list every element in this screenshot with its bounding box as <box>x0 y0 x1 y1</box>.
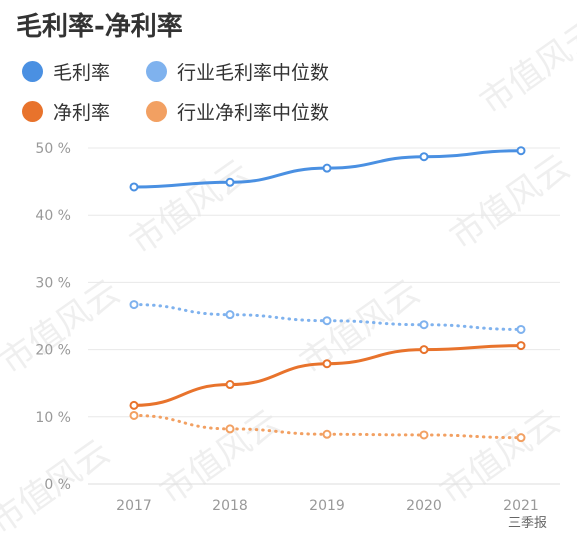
legend-dot-industry-net-margin <box>146 101 167 122</box>
data-point <box>419 320 429 330</box>
legend-item-net-margin[interactable]: 净利率 <box>22 98 110 125</box>
y-tick-label: 50 % <box>35 141 71 157</box>
data-point <box>129 182 139 192</box>
data-point <box>129 400 139 410</box>
legend-item-industry-gross-margin[interactable]: 行业毛利率中位数 <box>146 58 329 85</box>
data-point <box>322 163 332 173</box>
legend-item-industry-net-margin[interactable]: 行业净利率中位数 <box>146 98 329 125</box>
data-point <box>419 345 429 355</box>
data-point <box>419 152 429 162</box>
y-tick-label: 20 % <box>35 343 71 359</box>
data-point <box>516 146 526 156</box>
x-tick-label: 2019 <box>309 498 345 514</box>
data-point <box>129 300 139 310</box>
legend-dot-industry-gross-margin <box>146 61 167 82</box>
y-tick-label: 0 % <box>44 477 71 493</box>
data-point <box>516 433 526 443</box>
x-tick-label: 2021 <box>503 498 539 514</box>
chart-title: 毛利率-净利率 <box>16 12 183 42</box>
data-point <box>225 380 235 390</box>
data-point <box>225 177 235 187</box>
data-point <box>516 324 526 334</box>
x-tick-label: 2020 <box>406 498 442 514</box>
x-tick-label: 2017 <box>116 498 152 514</box>
data-point <box>419 430 429 440</box>
data-point <box>225 424 235 434</box>
legend-label-industry-gross-margin: 行业毛利率中位数 <box>177 62 330 84</box>
x-tick-label: 2018 <box>212 498 248 514</box>
data-point <box>322 359 332 369</box>
y-tick-label: 40 % <box>35 208 71 224</box>
legend-label-gross-margin: 毛利率 <box>53 62 111 84</box>
legend-label-net-margin: 净利率 <box>53 102 111 124</box>
legend-dot-net-margin <box>22 101 43 122</box>
y-tick-label: 10 % <box>35 410 71 426</box>
data-point <box>516 341 526 351</box>
legend-label-industry-net-margin: 行业净利率中位数 <box>177 102 330 124</box>
series-line <box>132 344 523 407</box>
period-label: 三季报 <box>507 516 547 531</box>
y-tick-label: 30 % <box>35 275 71 291</box>
data-point <box>225 310 235 320</box>
data-point <box>322 429 332 439</box>
legend-dot-gross-margin <box>22 61 43 82</box>
legend-item-gross-margin[interactable]: 毛利率 <box>22 58 110 85</box>
data-point <box>322 316 332 326</box>
data-point <box>129 410 139 420</box>
